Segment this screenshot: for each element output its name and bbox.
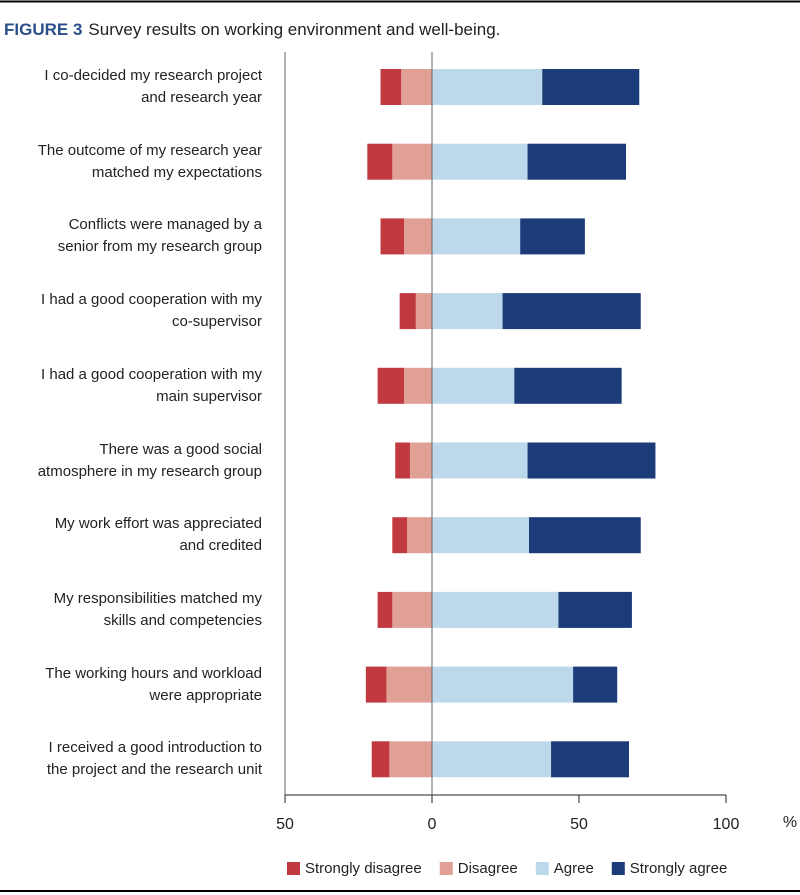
bar-segment <box>432 293 503 330</box>
category-label: I received a good introduction to the pr… <box>46 739 262 779</box>
x-axis-label: % <box>783 814 797 831</box>
category-label: Conflicts were managed by a senior from … <box>57 216 262 256</box>
bar-segment <box>404 218 432 255</box>
category-label: The outcome of my research year matched … <box>37 141 262 181</box>
x-tick-label: 100 <box>713 816 740 833</box>
bar-segment <box>367 143 393 180</box>
bar-segment <box>392 591 432 628</box>
bar-segment <box>527 143 627 180</box>
bar-segment <box>514 367 622 404</box>
bar-segment <box>392 517 408 554</box>
category-label: I had a good cooperation with my main su… <box>41 365 262 405</box>
bar-segment <box>377 591 393 628</box>
legend-label: Disagree <box>458 860 518 877</box>
bar-segment <box>380 218 405 255</box>
legend-label: Strongly agree <box>630 860 728 877</box>
bar-segment <box>502 293 641 330</box>
bar-segment <box>432 69 543 105</box>
legend-label: Strongly disagree <box>305 860 422 877</box>
category-label: There was a good social atmosphere in my… <box>37 440 262 480</box>
bar-segment <box>432 367 515 404</box>
category-label: My work effort was appreciated and credi… <box>54 515 262 555</box>
bar-segment <box>380 69 402 105</box>
bar-segment <box>432 143 528 180</box>
bar-segment <box>573 666 618 703</box>
bar-segment <box>520 218 585 255</box>
legend-swatch <box>611 862 625 875</box>
figure-label: FIGURE 3 <box>4 20 82 39</box>
x-tick-label: 50 <box>276 816 294 833</box>
bar-segment <box>371 741 390 778</box>
x-tick-label: 50 <box>570 816 588 833</box>
bar-segment <box>401 69 432 105</box>
bar-segment <box>432 218 521 255</box>
bar-segment <box>432 666 574 703</box>
bar-segment <box>432 591 559 628</box>
bar-segment <box>415 293 432 330</box>
bar-segment <box>386 666 432 703</box>
bar-segment <box>527 442 656 479</box>
bar-segment <box>407 517 432 554</box>
category-label: I had a good cooperation with my co-supe… <box>41 291 262 331</box>
bar-segment <box>558 591 632 628</box>
bar-segment <box>542 69 640 105</box>
bar-segment <box>395 442 410 479</box>
bar-segment <box>399 293 416 330</box>
category-label: The working hours and workload were appr… <box>45 664 262 704</box>
legend-swatch <box>287 862 300 875</box>
bar-segment <box>404 367 432 404</box>
bar-segment <box>389 741 432 778</box>
legend-swatch <box>535 862 549 875</box>
bar-segment <box>392 143 432 180</box>
category-label: I co-decided my research project and res… <box>44 67 262 106</box>
legend-label: Agree <box>554 860 594 877</box>
bar-segment <box>551 741 629 778</box>
bar-segment <box>529 517 641 554</box>
title-text: Survey results on working environment an… <box>88 20 500 39</box>
bar-segment <box>432 741 552 778</box>
legend-swatch <box>439 862 453 875</box>
x-tick-label: 0 <box>428 816 437 833</box>
bar-segment <box>409 442 432 479</box>
bar-segment <box>377 367 405 404</box>
bar-segment <box>365 666 387 703</box>
chart-title: FIGURE 3 Survey results on working enviro… <box>4 20 500 39</box>
bar-segment <box>432 517 530 554</box>
bar-segment <box>432 442 528 479</box>
category-label: My responsibilities matched my skills an… <box>53 589 262 629</box>
